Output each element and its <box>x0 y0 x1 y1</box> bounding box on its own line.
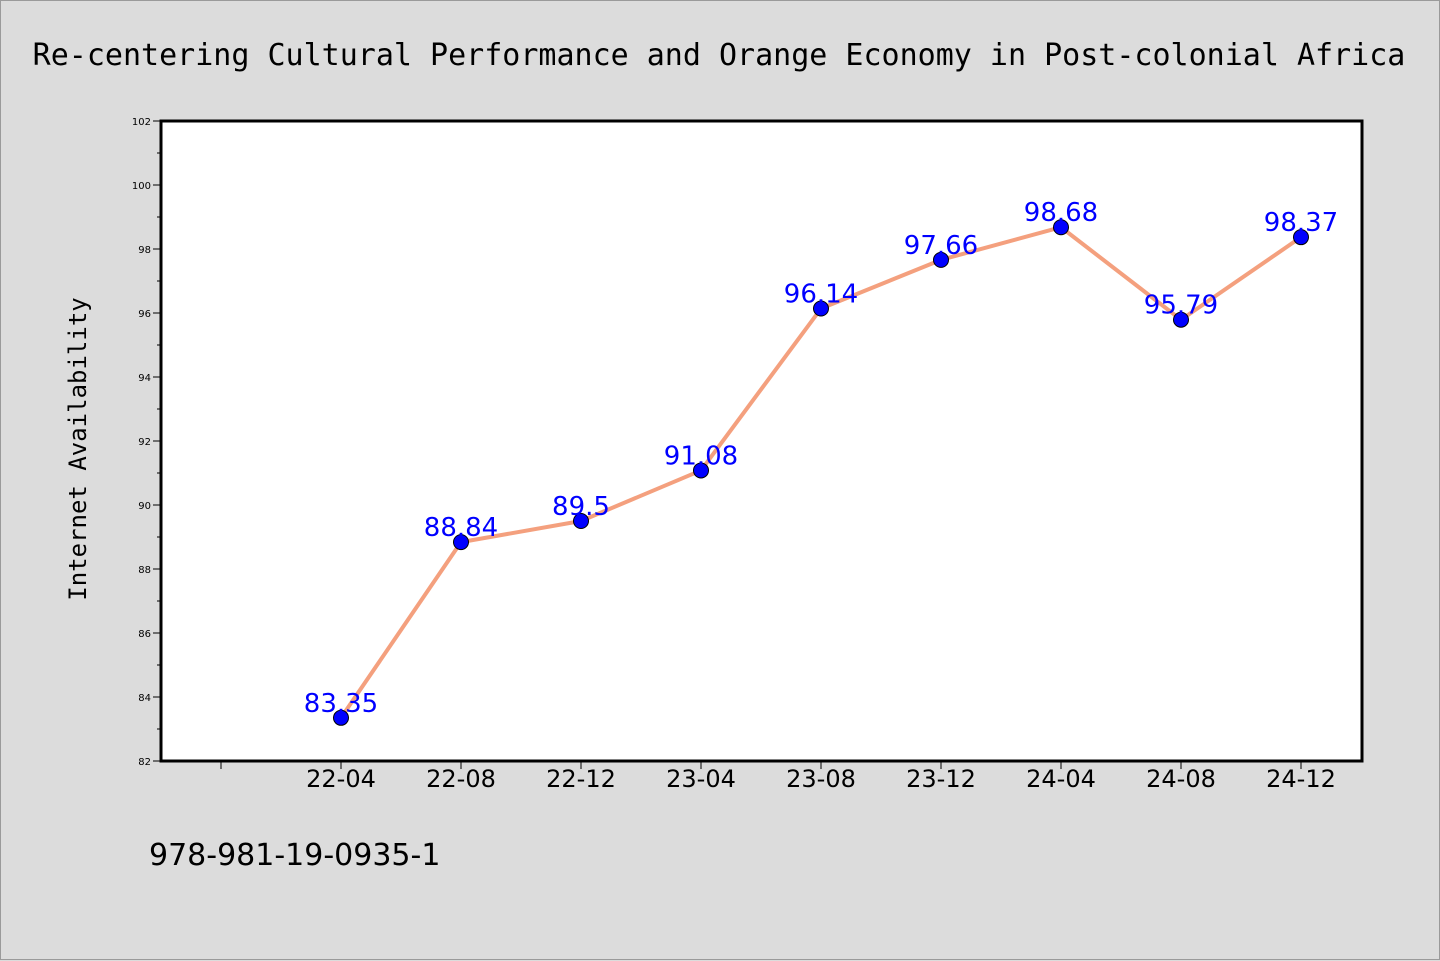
y-tick-label: 96 <box>138 309 151 320</box>
data-point <box>933 251 949 268</box>
series-markers <box>333 219 1309 726</box>
isbn-footer: 978-981-19-0935-1 <box>149 838 440 873</box>
data-label: 89.5 <box>552 492 610 522</box>
y-axis-ticks: 82 84 86 88 90 92 94 96 98 100 102 <box>132 117 161 768</box>
data-point <box>813 300 829 317</box>
data-label: 91.08 <box>664 441 738 471</box>
data-point <box>693 462 709 479</box>
data-point <box>573 513 589 529</box>
data-label: 98.37 <box>1264 208 1338 238</box>
y-tick-label: 90 <box>138 501 151 512</box>
y-tick-label: 94 <box>138 373 151 384</box>
y-tick-label: 82 <box>138 757 151 768</box>
data-label: 88.84 <box>424 513 498 543</box>
x-tick-label: 23-08 <box>786 765 856 793</box>
data-point <box>333 709 349 726</box>
data-label: 95.79 <box>1144 291 1218 321</box>
y-tick-label: 86 <box>138 629 151 640</box>
data-labels: 83.35 88.84 89.5 91.08 96.14 97.66 98.68 95.79 9… <box>304 198 1338 719</box>
data-label: 97.66 <box>904 231 978 261</box>
y-axis-label: Internet Availability <box>64 297 92 600</box>
data-point <box>1053 219 1069 236</box>
y-tick-label: 100 <box>132 181 151 192</box>
data-point <box>1293 229 1309 246</box>
y-tick-label: 102 <box>132 117 151 128</box>
x-tick-label: 22-04 <box>306 765 376 793</box>
x-tick-label: 23-04 <box>666 765 736 793</box>
x-tick-label: 22-12 <box>546 765 616 793</box>
x-tick-label: 22-08 <box>426 765 496 793</box>
x-tick-label: 24-04 <box>1026 765 1096 793</box>
chart-title: Re-centering Cultural Performance and Or… <box>33 38 1406 73</box>
data-label: 83.35 <box>304 689 378 719</box>
y-tick-label: 98 <box>138 245 151 256</box>
data-point <box>1173 311 1189 328</box>
x-tick-label: 23-12 <box>906 765 976 793</box>
y-tick-label: 88 <box>138 565 151 576</box>
data-point <box>453 534 469 551</box>
y-tick-label: 84 <box>138 693 151 704</box>
data-label: 96.14 <box>784 280 858 310</box>
y-tick-label: 92 <box>138 437 151 448</box>
x-tick-label: 24-08 <box>1146 765 1216 793</box>
plot-area <box>159 119 1364 763</box>
data-label: 98.68 <box>1024 198 1098 228</box>
x-axis-ticks: 22-04 22-08 22-12 23-04 23-08 23-12 24-04 24-08… <box>220 761 1336 793</box>
x-tick-label: 24-12 <box>1266 765 1336 793</box>
